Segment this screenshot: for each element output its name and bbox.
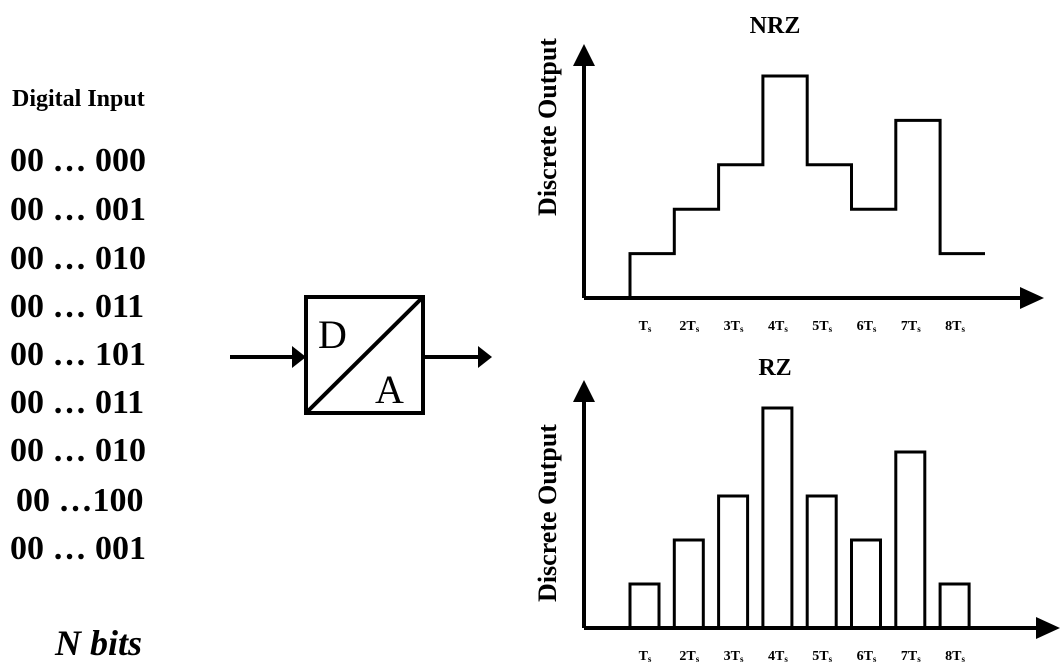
- nrz-x-tick-7: 7Ts: [901, 319, 921, 334]
- converter-d-letter: D: [318, 312, 347, 357]
- nrz-y-axis-label: Discrete Output: [533, 38, 562, 216]
- input-code-4: 00 … 011: [10, 288, 145, 325]
- rz-x-tick-3: 3Ts: [724, 649, 744, 664]
- nrz-x-tick-8: 8Ts: [945, 319, 965, 334]
- rz-chart: RZ Discrete Output Ts 2Ts 3Ts 4Ts 5Ts 6Ts 7Ts 8…: [533, 355, 1060, 664]
- rz-bar-8: [938, 582, 971, 630]
- rz-x-tick-2: 2Ts: [679, 649, 699, 664]
- nrz-title: NRZ: [750, 13, 801, 39]
- input-code-7: 00 … 010: [10, 432, 146, 469]
- input-code-2: 00 … 001: [10, 191, 146, 228]
- rz-x-tick-8: 8Ts: [945, 649, 965, 664]
- rz-bar-2: [672, 538, 705, 630]
- rz-y-arrowhead: [573, 380, 595, 402]
- input-code-9: 00 … 001: [10, 530, 146, 567]
- input-arrowhead: [292, 346, 306, 368]
- da-converter: D A: [230, 295, 492, 415]
- rz-bar-5: [805, 494, 838, 630]
- rz-title: RZ: [758, 355, 791, 381]
- nrz-chart: NRZ Discrete Output Ts 2Ts 3Ts 4Ts 5Ts 6Ts 7Ts…: [533, 13, 1044, 334]
- nrz-signal-line: [628, 74, 985, 298]
- rz-bar-3: [717, 494, 750, 630]
- nrz-x-tick-1: Ts: [639, 319, 652, 334]
- input-code-5: 00 … 101: [10, 336, 146, 373]
- nrz-y-arrowhead: [573, 44, 595, 66]
- nrz-x-tick-3: 3Ts: [724, 319, 744, 334]
- rz-bar-6: [850, 538, 882, 630]
- nrz-x-arrowhead: [1020, 287, 1044, 309]
- input-code-3: 00 … 010: [10, 240, 146, 277]
- rz-x-tick-7: 7Ts: [901, 649, 921, 664]
- input-code-6: 00 … 011: [10, 384, 145, 421]
- rz-bar-7: [894, 450, 927, 630]
- nrz-x-tick-6: 6Ts: [857, 319, 877, 334]
- rz-x-tick-1: Ts: [639, 649, 652, 664]
- converter-a-letter: A: [375, 367, 404, 412]
- nrz-x-tick-4: 4Ts: [768, 319, 788, 334]
- input-code-1: 00 … 000: [10, 142, 146, 179]
- output-arrowhead: [478, 346, 492, 368]
- rz-x-tick-6: 6Ts: [857, 649, 877, 664]
- converter-diagonal: [304, 295, 425, 415]
- rz-x-arrowhead: [1036, 617, 1060, 639]
- rz-bar-1: [628, 582, 661, 630]
- nrz-x-tick-5: 5Ts: [812, 319, 832, 334]
- input-code-8: 00 …100: [16, 482, 144, 519]
- nrz-x-tick-2: 2Ts: [679, 319, 699, 334]
- rz-y-axis-label: Discrete Output: [533, 424, 562, 602]
- n-bits-label: N bits: [55, 623, 143, 663]
- rz-x-tick-4: 4Ts: [768, 649, 788, 664]
- rz-bar-4: [761, 406, 794, 630]
- rz-x-tick-5: 5Ts: [812, 649, 832, 664]
- digital-input-title: Digital Input: [12, 86, 145, 112]
